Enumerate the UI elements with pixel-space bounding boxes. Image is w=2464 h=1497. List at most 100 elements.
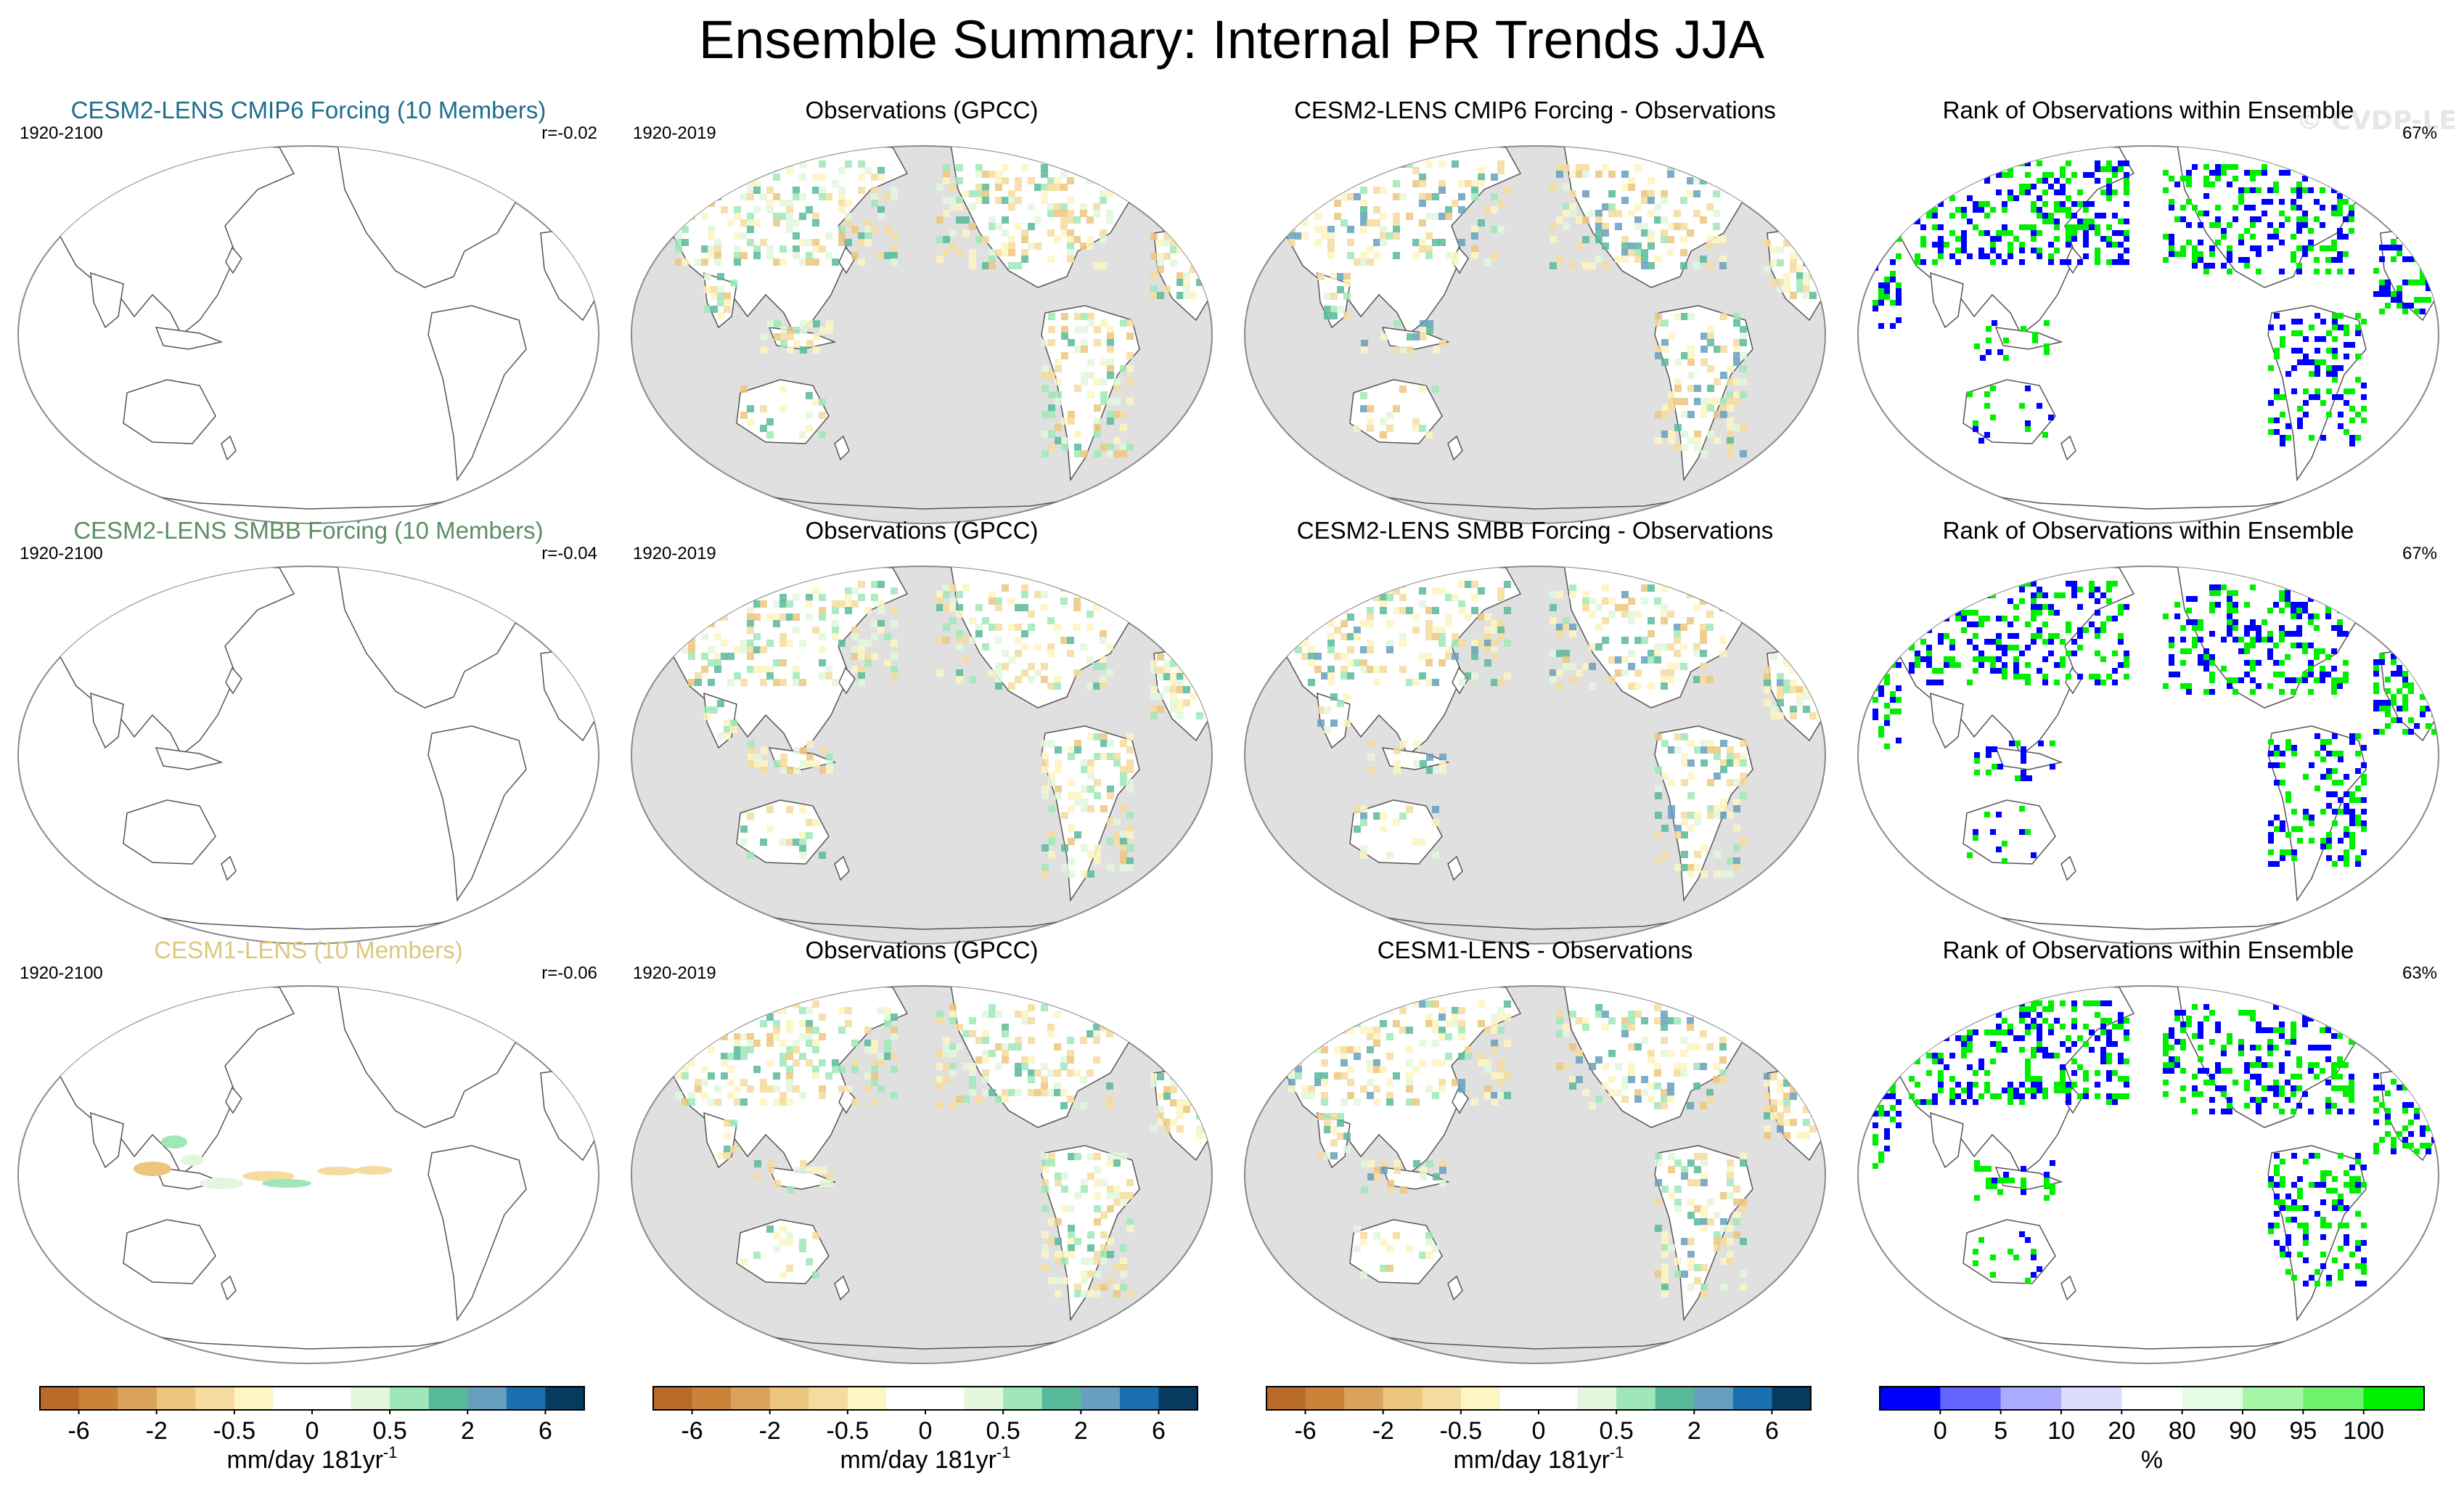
- rank-cell: [1926, 656, 1932, 662]
- trend-patch: [1094, 339, 1101, 346]
- rank-cell: [1961, 1053, 1967, 1058]
- trend-patch: [793, 327, 801, 334]
- rank-cell: [2303, 354, 2309, 359]
- trend-patch: [995, 184, 1002, 191]
- rank-cell: [2192, 245, 2198, 251]
- rank-cell: [2268, 1228, 2274, 1234]
- trend-patch: [1176, 686, 1184, 693]
- trend-patch: [1727, 1172, 1734, 1180]
- rank-cell: [2338, 780, 2344, 786]
- rank-cell: [2037, 1041, 2042, 1047]
- trend-patch: [1094, 792, 1101, 799]
- trend-patch: [1556, 1063, 1563, 1070]
- trend-patch: [1433, 767, 1440, 774]
- trend-patch: [995, 249, 1002, 256]
- trend-patch: [982, 1037, 989, 1044]
- trend-patch: [1471, 187, 1478, 194]
- rank-cell: [2314, 733, 2320, 739]
- trend-patch: [704, 713, 711, 720]
- trend-patch: [1041, 1166, 1049, 1173]
- trend-patch: [1563, 1024, 1570, 1031]
- trend-patch: [1314, 180, 1322, 187]
- trend-patch: [851, 1059, 859, 1066]
- rank-cell: [2268, 1223, 2274, 1228]
- trend-patch: [1054, 210, 1061, 217]
- trend-patch: [1504, 607, 1511, 614]
- trend-patch: [1041, 1082, 1048, 1090]
- trend-patch: [1680, 1069, 1687, 1077]
- trend-patch: [1087, 1270, 1094, 1278]
- rank-cell: [2291, 365, 2297, 371]
- rank-cell: [2355, 1153, 2361, 1159]
- trend-patch: [1504, 640, 1511, 647]
- rank-cell: [2331, 240, 2337, 245]
- trend-patch: [1471, 226, 1478, 233]
- rank-cell: [2002, 858, 2007, 864]
- trend-patch: [1354, 659, 1361, 666]
- trend-patch: [1491, 1092, 1498, 1099]
- rank-cell: [2203, 689, 2209, 695]
- trend-patch: [1067, 1069, 1074, 1077]
- trend-patch: [1563, 203, 1570, 211]
- rank-cell: [2297, 417, 2303, 423]
- rank-cell: [1932, 1093, 1938, 1099]
- trend-patch: [1713, 210, 1720, 217]
- trend-patch: [799, 174, 806, 181]
- rank-cell: [2232, 205, 2238, 211]
- rank-cell: [2042, 432, 2048, 438]
- rank-cell: [2291, 1109, 2296, 1114]
- trend-patch: [779, 245, 787, 253]
- rank-cell: [2083, 1041, 2089, 1047]
- rank-cell: [2192, 1033, 2198, 1039]
- trend-patch: [721, 607, 728, 614]
- trend-patch: [1060, 597, 1068, 605]
- rank-cell: [1915, 627, 1920, 633]
- rank-cell: [1938, 639, 1944, 645]
- trend-patch: [1068, 1238, 1075, 1245]
- trend-patch: [1674, 624, 1681, 631]
- trend-patch: [884, 1007, 891, 1014]
- rank-cell: [2337, 193, 2343, 199]
- trend-patch: [982, 1069, 989, 1077]
- trend-patch: [1655, 1225, 1662, 1232]
- rank-cell: [2420, 671, 2426, 677]
- rank-cell: [2280, 1182, 2285, 1188]
- trend-patch: [1393, 219, 1400, 227]
- trend-patch: [1347, 1066, 1354, 1073]
- trend-patch: [1707, 1218, 1714, 1225]
- trend-patch: [721, 1053, 728, 1060]
- rank-cell: [2385, 1119, 2391, 1125]
- trend-patch: [1048, 740, 1055, 747]
- trend-patch: [877, 627, 885, 634]
- rank-cell: [2302, 211, 2308, 216]
- trend-patch: [793, 613, 800, 621]
- rank-cell: [2106, 1093, 2112, 1099]
- rank-cell: [2256, 216, 2262, 222]
- trend-patch: [1419, 386, 1426, 393]
- rank-cell: [1909, 1047, 1915, 1053]
- trend-patch: [1203, 673, 1210, 680]
- trend-patch: [1393, 607, 1400, 614]
- trend-patch: [1288, 620, 1296, 627]
- trend-patch: [1803, 653, 1810, 661]
- rank-cell: [1990, 207, 1996, 213]
- rank-cell: [2320, 1263, 2326, 1269]
- rank-cell: [2344, 1263, 2349, 1269]
- trend-patch: [871, 653, 878, 660]
- trend-patch: [1608, 611, 1616, 618]
- rank-cell: [2025, 674, 2031, 680]
- rank-cell: [2077, 633, 2083, 639]
- trend-patch: [838, 193, 846, 200]
- trend-patch: [724, 1133, 731, 1140]
- rank-cell: [1938, 253, 1944, 259]
- trend-patch: [1074, 385, 1081, 392]
- trend-patch: [1380, 333, 1388, 340]
- trend-patch: [1360, 819, 1367, 826]
- trend-patch: [1367, 258, 1374, 266]
- trend-patch: [1720, 398, 1727, 405]
- trend-patch: [1107, 417, 1114, 425]
- rank-cell: [1973, 829, 1978, 835]
- rank-cell: [2025, 1088, 2031, 1093]
- land-nz: [221, 1275, 237, 1301]
- rank-cell: [2060, 1088, 2066, 1093]
